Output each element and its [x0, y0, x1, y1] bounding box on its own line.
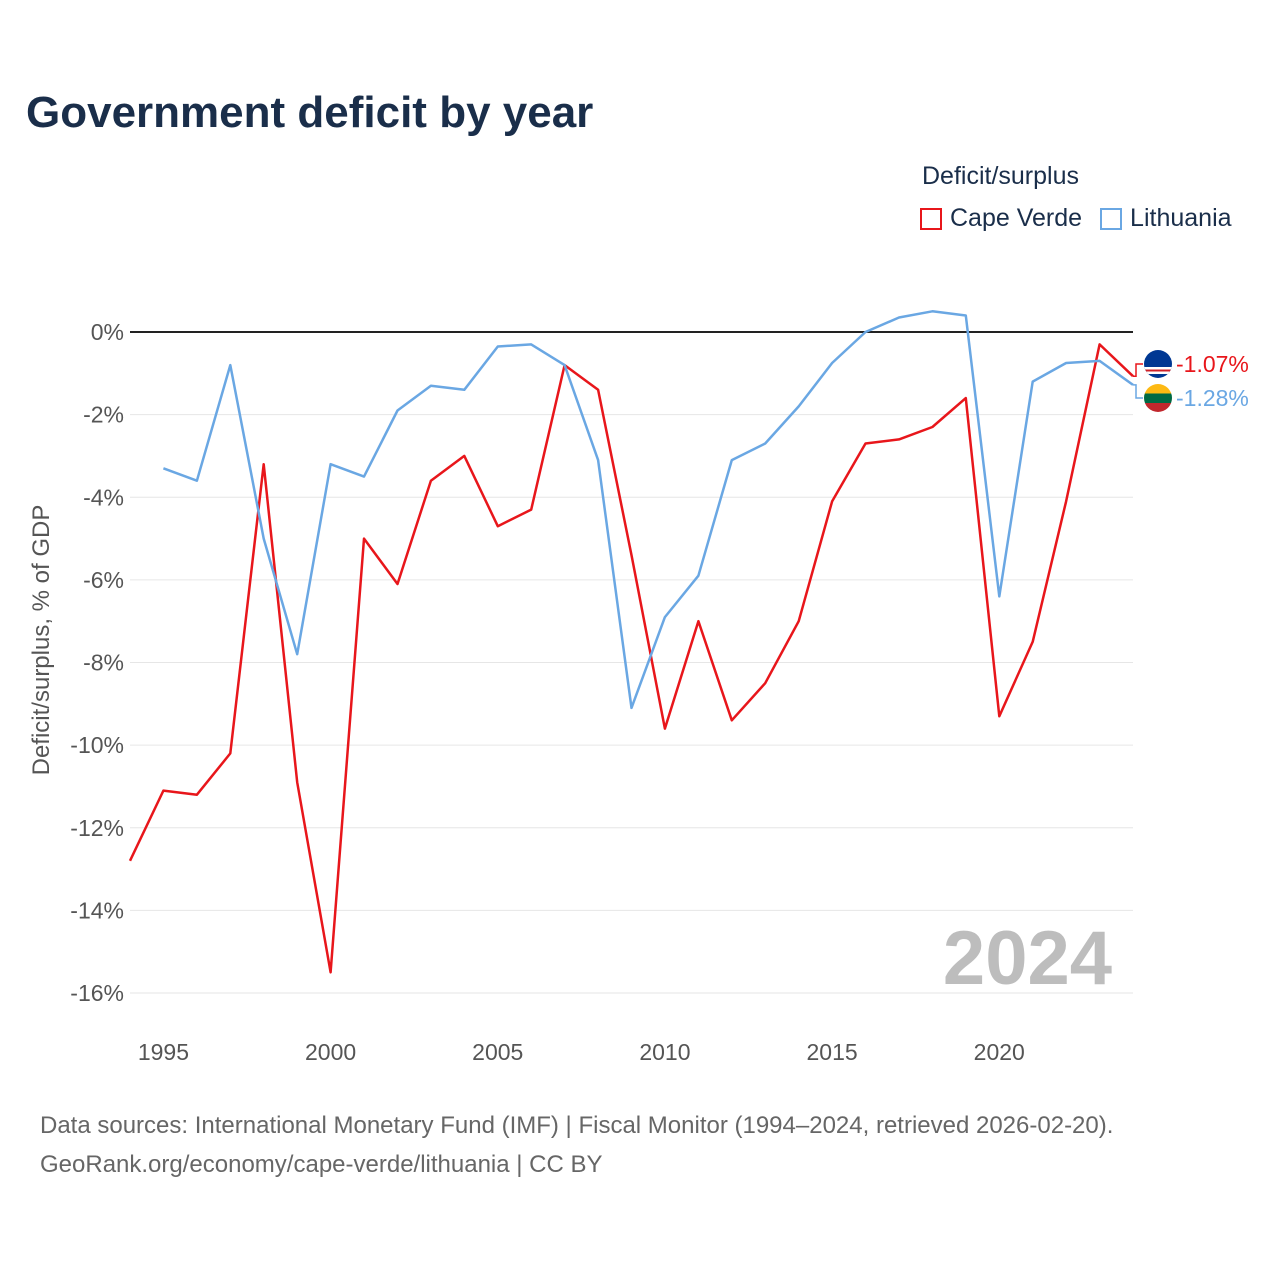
source-note: Data sources: International Monetary Fun… — [40, 1106, 1113, 1184]
y-tick-label: -4% — [83, 484, 124, 510]
source-line-2: GeoRank.org/economy/cape-verde/lithuania… — [40, 1151, 603, 1178]
x-tick-label: 2000 — [305, 1039, 356, 1065]
legend-item-lithuania[interactable]: Lithuania — [1100, 204, 1232, 233]
chart-title: Government deficit by year — [26, 88, 594, 137]
x-tick-label: 2005 — [472, 1039, 523, 1065]
end-label-lithuania: -1.28% — [1176, 385, 1249, 411]
y-axis-ticks: 0% -2% -4% -6% -8% -10% -12% -14% -16% — [70, 319, 124, 1006]
year-watermark: 2024 — [943, 916, 1112, 1001]
flag-lithuania-icon — [1144, 384, 1172, 412]
flag-cape-verde-icon — [1144, 350, 1172, 378]
legend-label-cape-verde: Cape Verde — [950, 204, 1083, 232]
y-tick-label: -2% — [83, 402, 124, 428]
legend-item-cape-verde[interactable]: Cape Verde — [920, 204, 1082, 233]
y-tick-label: -12% — [70, 815, 124, 841]
y-tick-label: -8% — [83, 650, 124, 676]
legend-title: Deficit/surplus — [922, 162, 1079, 190]
end-label-cape-verde: -1.07% — [1176, 351, 1249, 377]
chart-svg: 0% -2% -4% -6% -8% -10% -12% -14% -16% 1995 2000 2… — [70, 310, 1249, 1065]
legend: Cape Verde Lithuania — [920, 204, 1250, 233]
x-tick-label: 1995 — [138, 1039, 189, 1065]
connector-lithuania — [1133, 384, 1143, 399]
x-axis-ticks: 1995 2000 2005 2010 2015 2020 — [138, 1039, 1025, 1065]
x-tick-label: 2015 — [807, 1039, 858, 1065]
y-tick-label: -14% — [70, 897, 124, 923]
y-tick-label: -16% — [70, 980, 124, 1006]
y-tick-label: -10% — [70, 732, 124, 758]
legend-label-lithuania: Lithuania — [1130, 204, 1232, 232]
x-tick-label: 2010 — [639, 1039, 690, 1065]
series-line-cape-verde — [128, 343, 1134, 974]
series-lines — [128, 310, 1143, 974]
legend-swatch-cape-verde — [920, 207, 942, 230]
x-tick-label: 2020 — [974, 1039, 1025, 1065]
grid-lines — [130, 414, 1133, 994]
legend-swatch-lithuania — [1100, 207, 1123, 230]
y-tick-label: 0% — [91, 319, 124, 345]
end-labels: -1.07% -1.28% — [1176, 351, 1249, 411]
connector-cape-verde — [1133, 363, 1143, 377]
series-line-lithuania — [162, 310, 1134, 710]
y-tick-label: -6% — [83, 567, 124, 593]
source-line-1: Data sources: International Monetary Fun… — [40, 1112, 1114, 1139]
